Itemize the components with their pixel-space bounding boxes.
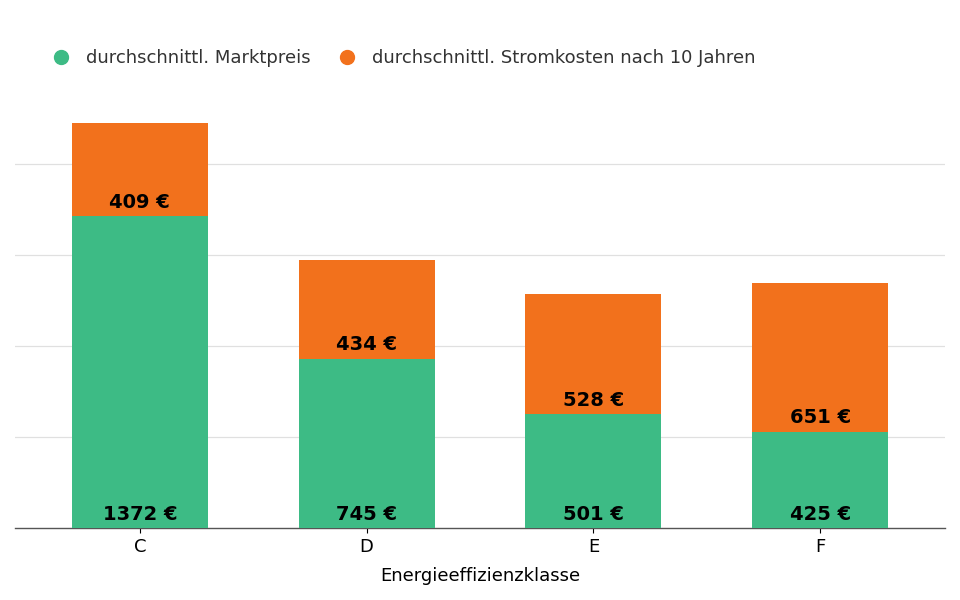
Text: 745 €: 745 € <box>336 505 397 524</box>
Text: 425 €: 425 € <box>790 505 851 524</box>
Bar <box>72 123 207 216</box>
X-axis label: Energieeffizienzklasse: Energieeffizienzklasse <box>380 567 580 585</box>
Text: 434 €: 434 € <box>336 335 397 354</box>
Text: 1372 €: 1372 € <box>103 505 177 524</box>
Legend: durchschnittl. Marktpreis, durchschnittl. Stromkosten nach 10 Jahren: durchschnittl. Marktpreis, durchschnittl… <box>42 49 756 67</box>
Text: 528 €: 528 € <box>563 391 624 410</box>
Bar <box>299 260 435 359</box>
Bar <box>299 359 435 528</box>
Text: 409 €: 409 € <box>109 193 170 212</box>
Text: 501 €: 501 € <box>563 505 624 524</box>
Bar <box>753 283 888 431</box>
Bar <box>72 216 207 528</box>
Text: 651 €: 651 € <box>790 408 851 427</box>
Bar <box>525 414 661 528</box>
Bar <box>753 431 888 528</box>
Bar <box>525 294 661 414</box>
